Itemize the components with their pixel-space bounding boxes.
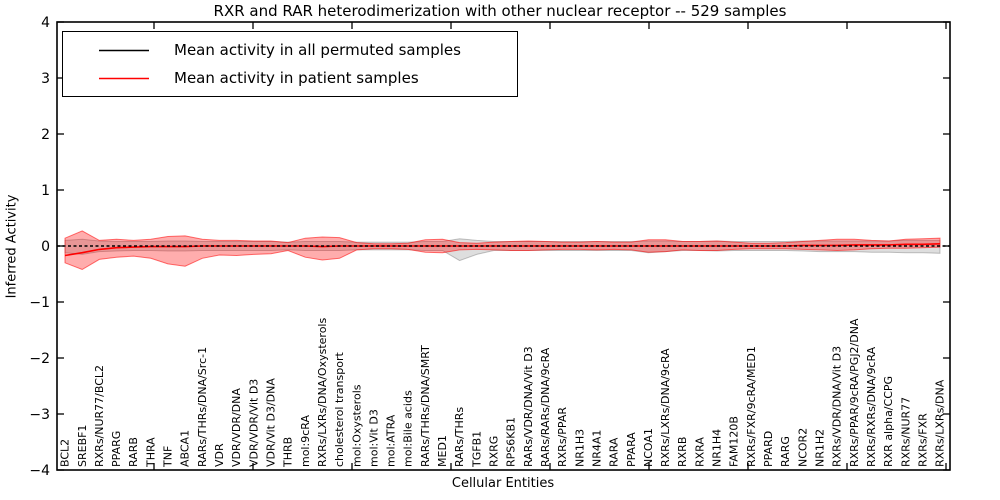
x-tick-label: RARs/THRs/DNA/SMRT bbox=[419, 345, 432, 467]
x-tick-label: MED1 bbox=[436, 435, 449, 467]
x-tick-label: NR1H4 bbox=[711, 429, 724, 467]
x-tick-label: RARs/THRs bbox=[453, 407, 466, 467]
x-tick-label: RXRs/PPAR bbox=[556, 407, 569, 467]
y-tick-label: 1 bbox=[41, 183, 50, 199]
x-tick-label: BCL2 bbox=[59, 439, 72, 467]
x-tick-label: RARs/THRs/DNA/Src-1 bbox=[196, 347, 209, 467]
x-tick-label: RXRA bbox=[693, 437, 706, 467]
y-tick-label: −4 bbox=[29, 463, 50, 479]
x-tick-label: SREBF1 bbox=[76, 425, 89, 467]
x-tick-label: NR1H3 bbox=[573, 429, 586, 467]
x-tick-label: RXRs/FXR/9cRA/MED1 bbox=[745, 346, 758, 467]
x-tick-label: RXRG bbox=[488, 436, 501, 467]
permuted-samples-range-band bbox=[64, 238, 941, 262]
x-tick-label: RXRs/PPAR/9cRA/PGJ2/DNA bbox=[848, 318, 861, 467]
x-tick-label: THRB bbox=[282, 437, 295, 468]
x-tick-label: VDR/Vit D3/DNA bbox=[265, 378, 278, 467]
x-tick-label: RARs/RARs/DNA/9cRA bbox=[539, 347, 552, 467]
x-tick-label: NCOR2 bbox=[796, 428, 809, 467]
x-tick-label: RPS6KB1 bbox=[505, 417, 518, 467]
y-tick-label: −3 bbox=[29, 407, 50, 423]
chart-title: RXR and RAR heterodimerization with othe… bbox=[213, 2, 787, 20]
y-tick-label: 0 bbox=[41, 239, 50, 255]
x-tick-label: RARs/VDR/DNA/Vit D3 bbox=[522, 346, 535, 467]
legend-label-patient: Mean activity in patient samples bbox=[174, 69, 419, 87]
x-tick-label: TNF bbox=[162, 446, 175, 468]
patient-samples-range-band bbox=[64, 230, 941, 271]
x-tick-label: RXRs/LXRs/DNA/Oxysterols bbox=[316, 318, 329, 467]
x-tick-label: mol:Bile acids bbox=[402, 390, 415, 467]
x-tick-label: PPARG bbox=[110, 431, 123, 467]
x-tick-label: RARA bbox=[608, 437, 621, 467]
x-tick-label: NCOA1 bbox=[642, 428, 655, 467]
x-tick-label: RARB bbox=[127, 437, 140, 467]
x-tick-label: VDR/VDR/DNA bbox=[230, 388, 243, 467]
y-tick-label: −2 bbox=[29, 351, 50, 367]
x-tick-label: mol:Oxysterols bbox=[350, 384, 363, 467]
x-tick-label: PPARA bbox=[625, 432, 638, 467]
x-tick-label: RXRB bbox=[676, 437, 689, 467]
x-tick-label: RXRs/NUR77 bbox=[899, 397, 912, 467]
y-tick-label: −1 bbox=[29, 295, 50, 311]
x-tick-label: RARG bbox=[779, 436, 792, 467]
x-tick-label: NR1H2 bbox=[814, 429, 827, 467]
x-tick-label: RXRs/LXRs/DNA/9cRA bbox=[659, 348, 672, 467]
x-tick-label: mol:Vit D3 bbox=[367, 409, 380, 467]
x-tick-label: VDR/VDR/Vit D3 bbox=[247, 379, 260, 467]
x-axis-label: Cellular Entities bbox=[451, 476, 555, 491]
y-tick-label: 3 bbox=[41, 71, 50, 87]
x-tick-label: RXRs/RXRs/DNA/9cRA bbox=[865, 346, 878, 467]
y-tick-label: 4 bbox=[41, 15, 50, 31]
x-tick-label: FAM120B bbox=[728, 416, 741, 467]
legend-label-permuted: Mean activity in all permuted samples bbox=[174, 41, 461, 59]
x-tick-label: mol:9cRA bbox=[299, 415, 312, 467]
x-tick-label: RXRs/FXR bbox=[916, 413, 929, 467]
x-tick-label: RXRs/LXRs/DNA bbox=[934, 379, 947, 467]
x-tick-label: PPARD bbox=[762, 431, 775, 467]
legend-item-patient: Mean activity in patient samples bbox=[63, 67, 517, 89]
x-tick-label: mol:ATRA bbox=[385, 414, 398, 467]
x-tick-label: ABCA1 bbox=[179, 430, 192, 467]
legend-item-permuted: Mean activity in all permuted samples bbox=[63, 39, 517, 61]
x-tick-label: cholesterol transport bbox=[333, 352, 346, 467]
x-tick-label: TGFB1 bbox=[470, 431, 483, 468]
patient-line-sample bbox=[99, 77, 149, 79]
x-tick-label: NR4A1 bbox=[591, 430, 604, 467]
permuted-line-sample bbox=[99, 49, 149, 51]
x-tick-label: RXRs/VDR/DNA/Vit D3 bbox=[831, 346, 844, 467]
y-tick-label: 2 bbox=[41, 127, 50, 143]
x-tick-label: VDR bbox=[213, 443, 226, 467]
x-tick-label: RXR alpha/CCPG bbox=[882, 376, 895, 467]
x-tick-label: THRA bbox=[144, 437, 157, 468]
x-tick-label: RXRs/NUR77/BCL2 bbox=[93, 365, 106, 467]
legend: Mean activity in all permuted samples Me… bbox=[62, 31, 518, 97]
